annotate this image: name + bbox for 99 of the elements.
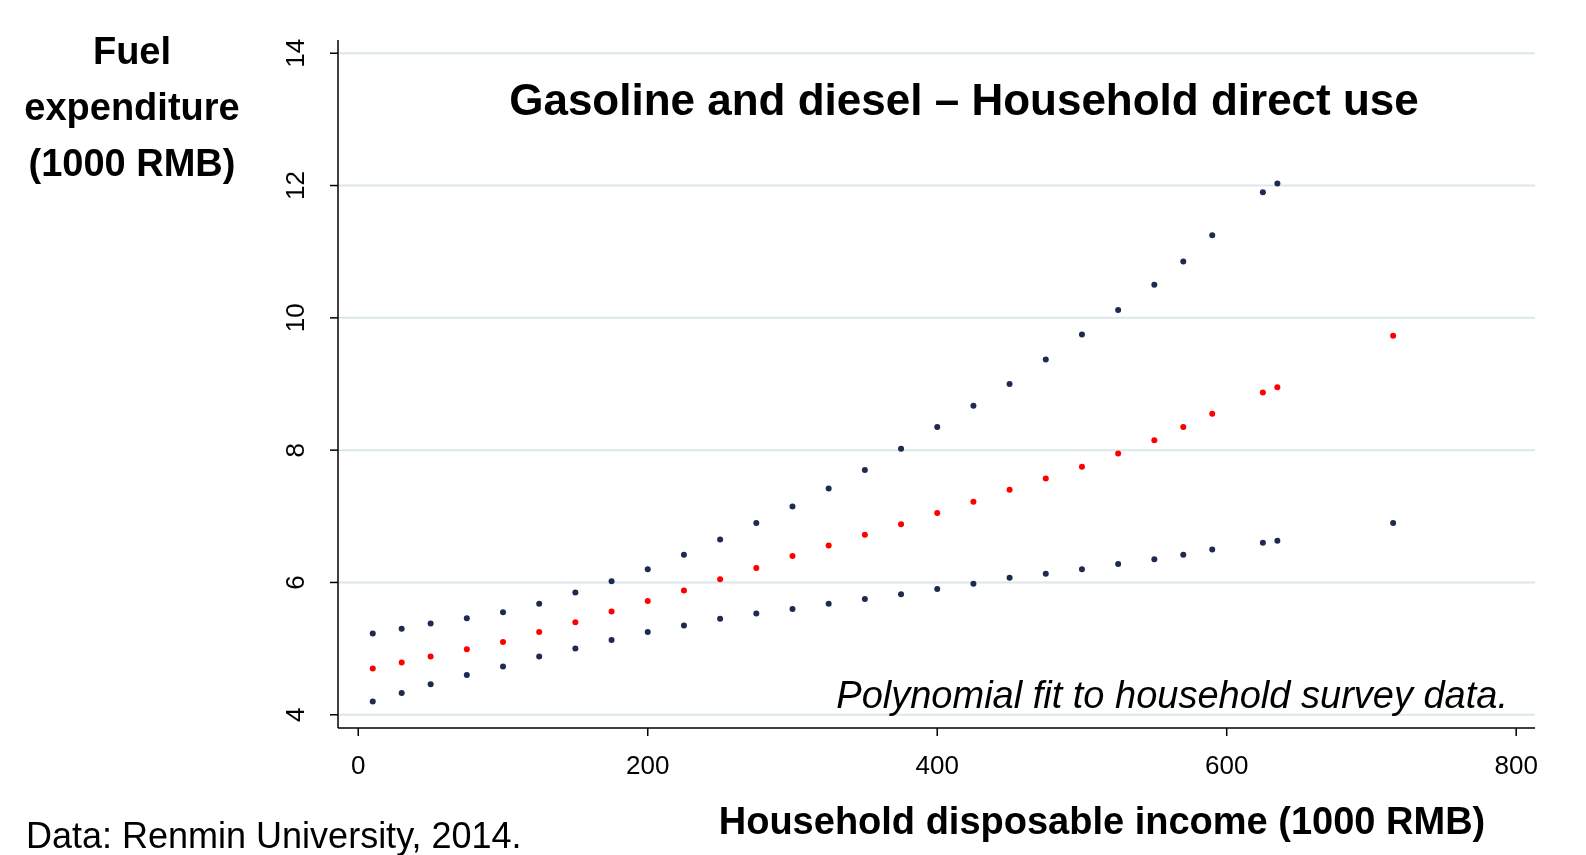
point (934, 510, 941, 516)
point (427, 681, 434, 688)
point (1006, 486, 1013, 493)
point (934, 586, 941, 593)
point (1274, 180, 1281, 187)
point (898, 445, 905, 452)
y-tick-label: 12 (280, 171, 310, 200)
text: Gasoline and diesel – Household direct use (509, 75, 1419, 124)
point (536, 629, 543, 636)
point (500, 663, 506, 670)
point (898, 521, 905, 528)
point (789, 553, 796, 559)
x-tick-label: 0 (351, 750, 366, 780)
point (970, 402, 977, 409)
point (1042, 475, 1049, 482)
point (463, 615, 470, 622)
point (717, 576, 724, 583)
point (1390, 332, 1397, 339)
point (1259, 539, 1266, 546)
point (1209, 410, 1216, 417)
point (861, 596, 868, 602)
x-tick-label: 200 (626, 750, 670, 780)
point (1274, 537, 1281, 544)
text: Data: Renmin University, 2014. (26, 815, 522, 855)
point (753, 564, 760, 571)
point (572, 645, 579, 652)
point (1151, 281, 1158, 288)
point (1042, 570, 1049, 577)
point (898, 591, 905, 598)
point (1151, 437, 1158, 444)
y-tick-label: 8 (280, 442, 310, 458)
point (825, 542, 832, 549)
point (644, 597, 651, 604)
point (369, 630, 376, 637)
y-axis-title: Fuel expenditure (1000 RMB) (24, 30, 240, 184)
point (753, 519, 760, 526)
point (398, 659, 405, 666)
point (369, 665, 376, 672)
annotation: Polynomial fit to household survey data. (836, 674, 1508, 716)
point (717, 536, 724, 543)
point (500, 639, 506, 645)
point (398, 689, 405, 696)
point (500, 609, 506, 616)
point (1006, 574, 1013, 581)
point (1274, 384, 1281, 391)
point (753, 610, 760, 617)
point (608, 637, 615, 644)
y-tick-label: 10 (280, 303, 310, 333)
point (1042, 356, 1049, 363)
point (398, 625, 405, 632)
x-tick-label: 400 (915, 750, 959, 780)
point (861, 467, 868, 473)
point (680, 622, 687, 629)
point (1115, 450, 1122, 457)
point (1115, 560, 1122, 567)
point (1078, 463, 1085, 470)
point (1209, 546, 1216, 553)
point (644, 566, 651, 573)
point (1259, 389, 1266, 396)
point (789, 605, 796, 612)
point (934, 424, 941, 430)
point (463, 646, 470, 653)
point (1115, 306, 1122, 313)
point (536, 600, 543, 607)
point (463, 672, 470, 679)
point (1078, 566, 1085, 573)
point (825, 485, 832, 492)
point (1180, 551, 1187, 558)
point (608, 578, 615, 585)
x-tick-label: 800 (1494, 750, 1538, 780)
y-tick-label: 4 (280, 707, 310, 722)
point (1151, 556, 1158, 563)
point (536, 653, 543, 660)
point (1006, 381, 1013, 387)
point (572, 589, 579, 596)
point (608, 608, 615, 615)
point (861, 531, 868, 538)
point (717, 615, 724, 622)
point (369, 698, 376, 705)
point (970, 580, 977, 587)
point (789, 503, 796, 510)
point (1078, 331, 1085, 338)
point (427, 653, 434, 660)
point (644, 629, 651, 636)
point (970, 498, 977, 505)
point (1259, 189, 1266, 196)
point (680, 587, 687, 594)
y-tick-label: 6 (280, 575, 310, 590)
point (1209, 232, 1216, 239)
point (427, 620, 434, 627)
point (825, 600, 832, 607)
point (680, 551, 687, 558)
point (1390, 519, 1397, 526)
point (1180, 258, 1187, 265)
y-tick-label: 14 (280, 38, 310, 68)
x-axis-title: Household disposable income (1000 RMB) (718, 800, 1486, 842)
point (1180, 424, 1187, 430)
point (572, 619, 579, 626)
x-tick-label: 600 (1205, 750, 1249, 780)
